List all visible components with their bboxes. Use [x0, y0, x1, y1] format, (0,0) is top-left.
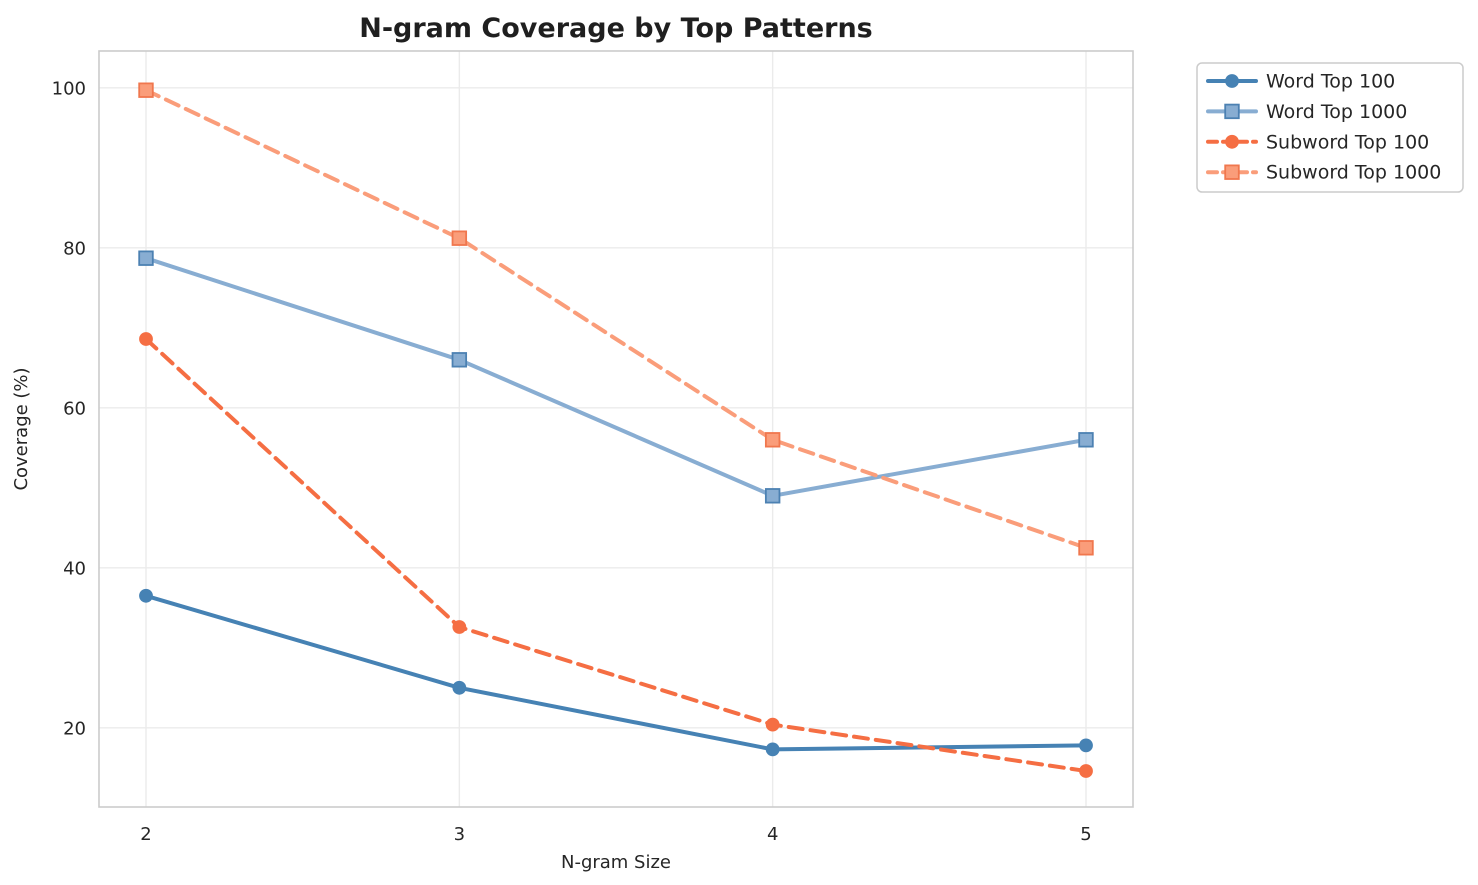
y-tick-label-20: 20	[63, 718, 86, 739]
legend-item-subword-top-1000: Subword Top 1000	[1206, 162, 1441, 184]
tick-labels: 2 3 4 5 20 40 60 80 100	[52, 78, 1092, 845]
marker-square-subword-top-1000	[764, 432, 781, 448]
y-tick-label-100: 100	[52, 78, 86, 99]
y-tick-label-40: 40	[63, 558, 86, 579]
x-axis-label: N-gram Size	[561, 852, 671, 873]
series-line-word-top-100	[144, 593, 1088, 752]
marker-square-subword-top-1000	[138, 82, 154, 98]
legend-item-word-top-1000: Word Top 1000	[1206, 101, 1407, 123]
marker-circle-word-top-100	[1079, 738, 1093, 753]
marker-square-word-top-1000	[1078, 432, 1094, 448]
series-layer	[138, 82, 1094, 778]
marker-square-word-top-1000	[451, 352, 468, 368]
y-tick-label-80: 80	[63, 238, 86, 259]
marker-circle-subword-top-100	[765, 717, 780, 732]
marker-circle-subword-top-100	[1079, 764, 1093, 778]
chart-title: N-gram Coverage by Top Patterns	[359, 13, 873, 44]
series-line-subword-top-100	[144, 337, 1088, 773]
x-tick-label-5: 5	[1080, 824, 1091, 845]
marker-square-subword-top-1000	[1078, 540, 1094, 556]
x-tick-label-3: 3	[454, 824, 465, 845]
marker-circle-word-top-100	[1225, 74, 1239, 88]
gridlines	[99, 51, 1133, 807]
marker-circle-subword-top-100	[1225, 134, 1239, 149]
legend-label: Word Top 100	[1266, 71, 1395, 93]
legend-box	[1196, 62, 1464, 193]
legend-label: Word Top 1000	[1266, 101, 1407, 123]
y-tick-label-60: 60	[63, 398, 86, 419]
marker-circle-word-top-100	[765, 742, 780, 757]
series-line-word-top-1000	[144, 256, 1088, 498]
legend-item-subword-top-100: Subword Top 100	[1206, 131, 1429, 153]
legend-label: Subword Top 1000	[1266, 162, 1441, 184]
marker-circle-subword-top-100	[139, 332, 153, 346]
marker-square-word-top-1000	[764, 488, 781, 504]
marker-square-word-top-1000	[138, 250, 154, 266]
series-line-subword-top-1000	[144, 88, 1088, 550]
marker-circle-subword-top-100	[452, 620, 467, 634]
x-tick-label-2: 2	[140, 824, 151, 845]
x-tick-label-4: 4	[767, 824, 778, 845]
legend-label: Subword Top 100	[1266, 131, 1429, 153]
legend-item-word-top-100: Word Top 100	[1206, 71, 1395, 93]
marker-square-subword-top-1000	[1224, 164, 1240, 180]
marker-circle-word-top-100	[452, 680, 467, 695]
plot-border	[98, 50, 1134, 808]
marker-square-word-top-1000	[1224, 103, 1240, 120]
marker-circle-word-top-100	[139, 588, 153, 603]
legend: Word Top 100 Word Top 1000 Subword Top 100…	[1196, 62, 1464, 193]
marker-square-subword-top-1000	[451, 230, 468, 246]
y-axis-label: Coverage (%)	[11, 367, 32, 490]
